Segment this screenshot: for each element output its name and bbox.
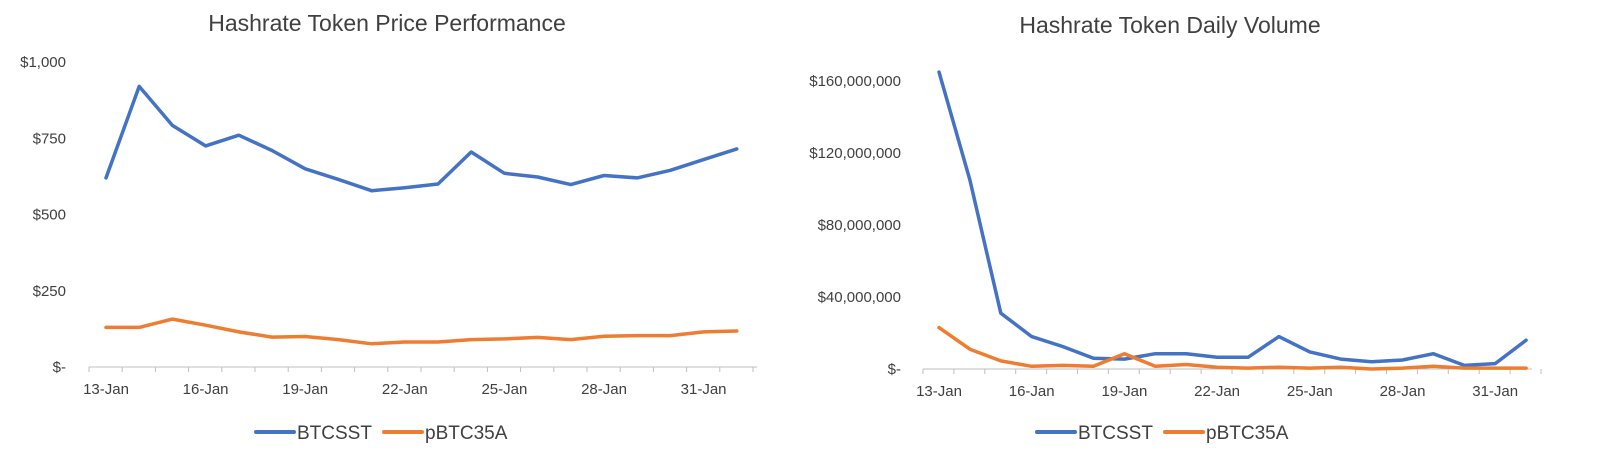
x-tick-label: 25-Jan bbox=[481, 381, 527, 398]
legend-label-btcsst: BTCSST bbox=[1078, 423, 1153, 444]
legend-label-btcsst: BTCSST bbox=[297, 423, 372, 444]
x-tick-label: 28-Jan bbox=[581, 381, 627, 398]
y-tick-label: $- bbox=[53, 359, 66, 376]
price-chart-svg: Hashrate Token Price Performance $- $250 $… bbox=[20, 10, 757, 444]
y-tick-label: $250 bbox=[33, 283, 66, 300]
x-tick-label: 28-Jan bbox=[1380, 383, 1426, 400]
y-tick-label: $- bbox=[888, 361, 901, 378]
x-tick-label: 25-Jan bbox=[1287, 383, 1333, 400]
x-tick-label: 19-Jan bbox=[1101, 383, 1147, 400]
x-tick-label: 19-Jan bbox=[282, 381, 328, 398]
price-performance-chart: Hashrate Token Price Performance $- $250 $… bbox=[0, 0, 790, 463]
series-line-btcsst bbox=[104, 84, 739, 193]
x-tick-label: 13-Jan bbox=[83, 381, 129, 398]
x-tick-label: 31-Jan bbox=[681, 381, 727, 398]
y-tick-label: $160,000,000 bbox=[809, 73, 901, 90]
y-tick-label: $40,000,000 bbox=[818, 289, 901, 306]
y-tick-label: $1,000 bbox=[20, 54, 66, 71]
daily-volume-chart: Hashrate Token Daily Volume $- $40,000,00… bbox=[800, 0, 1600, 463]
x-tick-label: 16-Jan bbox=[1009, 383, 1055, 400]
volume-chart-title: Hashrate Token Daily Volume bbox=[1019, 12, 1320, 38]
x-tick-label: 13-Jan bbox=[916, 383, 962, 400]
series-line-btcsst bbox=[937, 70, 1528, 368]
x-tick-label: 31-Jan bbox=[1472, 383, 1518, 400]
y-tick-label: $80,000,000 bbox=[818, 217, 901, 234]
y-tick-label: $120,000,000 bbox=[809, 145, 901, 162]
price-chart-title: Hashrate Token Price Performance bbox=[208, 10, 566, 36]
y-tick-label: $750 bbox=[33, 130, 66, 147]
x-tick-label: 16-Jan bbox=[183, 381, 229, 398]
legend-label-pbtc35a: pBTC35A bbox=[1206, 423, 1289, 444]
series-line-pbtc35a bbox=[937, 325, 1528, 371]
series-line-pbtc35a bbox=[104, 317, 739, 346]
volume-chart-svg: Hashrate Token Daily Volume $- $40,000,00… bbox=[809, 12, 1542, 444]
legend-label-pbtc35a: pBTC35A bbox=[425, 423, 508, 444]
x-tick-label: 22-Jan bbox=[382, 381, 428, 398]
y-tick-label: $500 bbox=[33, 207, 66, 224]
x-tick-label: 22-Jan bbox=[1194, 383, 1240, 400]
